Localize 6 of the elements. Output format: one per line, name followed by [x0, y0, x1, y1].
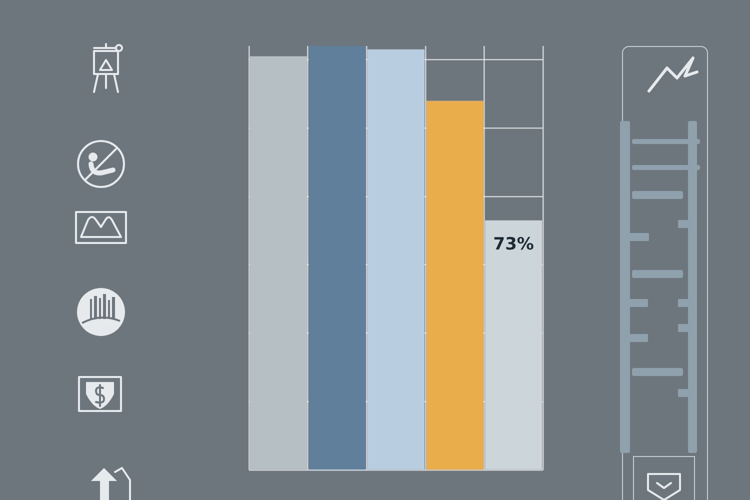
bar — [367, 49, 425, 470]
data-label: 73% — [493, 234, 534, 254]
bar — [485, 220, 542, 470]
bar — [250, 56, 307, 470]
bar — [308, 46, 366, 470]
bar — [426, 100, 484, 470]
